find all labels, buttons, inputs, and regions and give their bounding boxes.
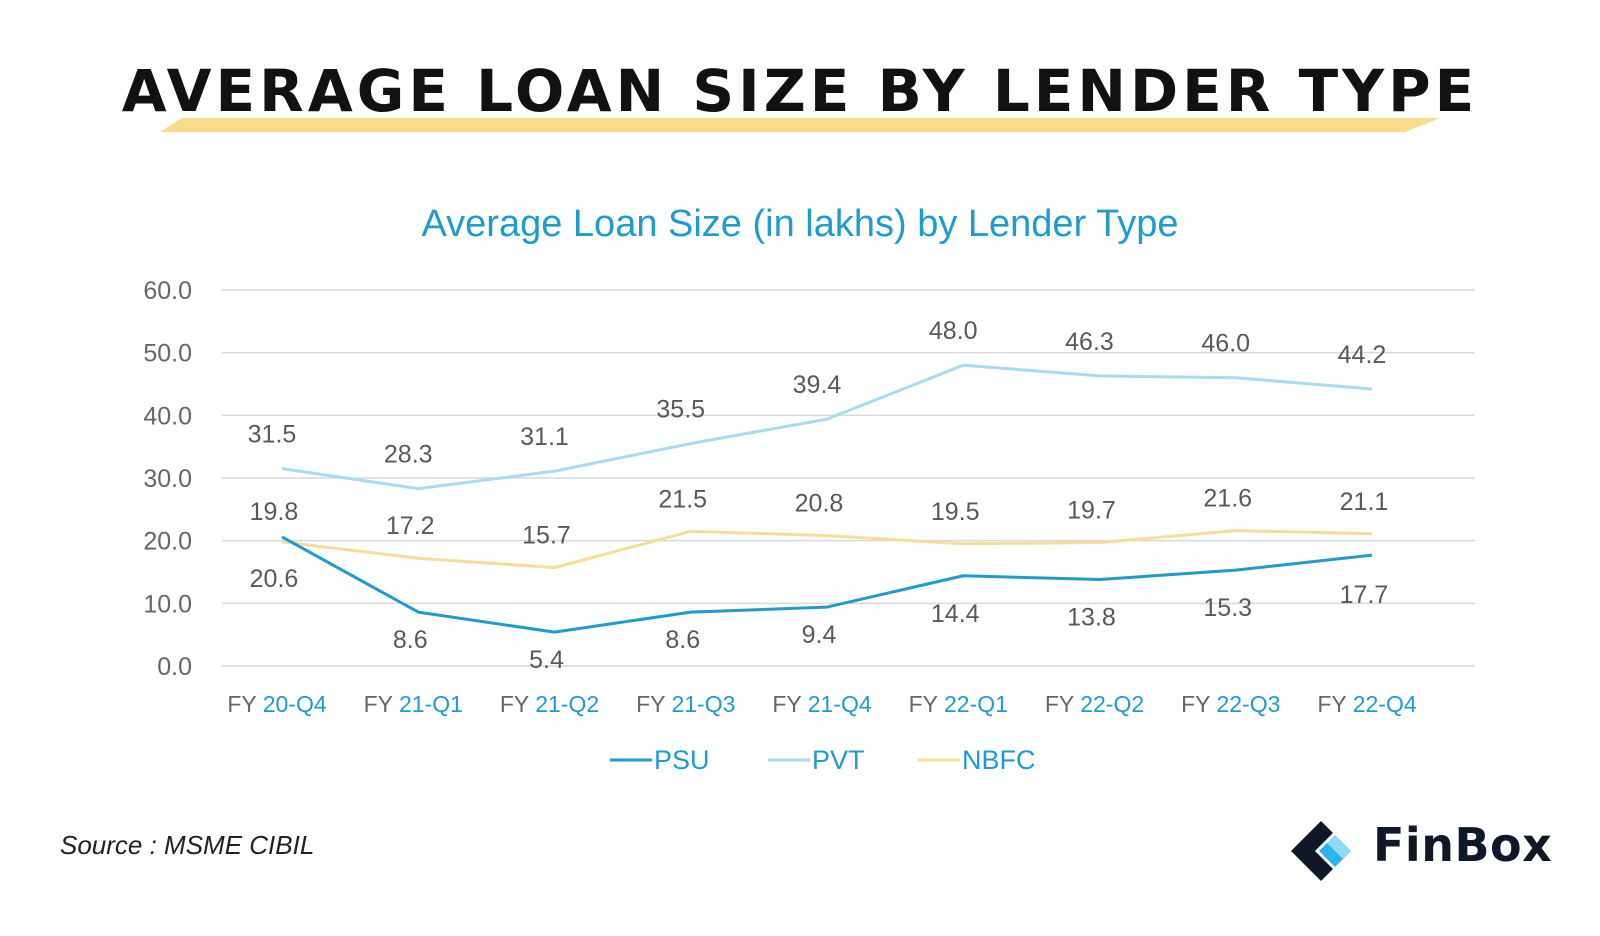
data-label-psu: 15.3 <box>1203 594 1252 622</box>
series-line-pvt <box>281 363 1373 491</box>
x-tick-label: FY 22-Q4 <box>1317 691 1417 717</box>
x-tick-label: FY 21-Q1 <box>364 691 463 717</box>
data-label-nbfc: 17.2 <box>386 512 435 540</box>
data-label-nbfc: 21.5 <box>658 485 707 513</box>
data-label-nbfc: 21.6 <box>1203 485 1252 513</box>
data-label-pvt: 28.3 <box>384 441 433 469</box>
data-label-nbfc: 15.7 <box>522 522 571 550</box>
data-label-nbfc: 19.7 <box>1067 497 1116 525</box>
legend-label-nbfc: NBFC <box>962 745 1036 775</box>
data-label-psu: 14.4 <box>931 600 980 628</box>
data-label-psu: 13.8 <box>1067 604 1116 632</box>
finbox-logo-icon <box>1291 821 1351 881</box>
data-label-pvt: 31.1 <box>520 423 569 451</box>
data-labels: 20.6 8.6 5.4 8.6 9.4 14.4 13.8 15.3 17.7 31.5 28.3… <box>248 317 1389 674</box>
data-label-pvt: 48.0 <box>929 317 978 345</box>
data-label-psu: 9.4 <box>802 621 837 649</box>
legend-label-pvt: PVT <box>812 745 865 775</box>
data-label-pvt: 31.5 <box>248 421 297 449</box>
data-label-psu: 8.6 <box>393 626 428 654</box>
y-tick-label: 60.0 <box>143 277 192 305</box>
y-axis-ticks: 0.0 10.0 20.0 30.0 40.0 50.0 60.0 <box>143 277 192 681</box>
data-label-pvt: 46.0 <box>1201 330 1250 358</box>
legend: PSU PVT NBFC <box>610 745 1036 775</box>
x-tick-label: FY 22-Q2 <box>1045 691 1144 717</box>
y-tick-label: 0.0 <box>157 653 192 681</box>
data-label-pvt: 46.3 <box>1065 328 1114 356</box>
data-label-psu: 17.7 <box>1340 581 1389 609</box>
series-line-psu <box>281 535 1373 634</box>
title-highlight-stroke <box>160 118 1440 132</box>
x-tick-label: FY 21-Q4 <box>772 691 872 717</box>
y-tick-label: 40.0 <box>143 402 192 430</box>
line-chart: 0.010.020.030.040.050.060.0 FY 20-Q4 FY 2… <box>143 277 1475 775</box>
gridlines <box>222 289 1475 667</box>
title-banner <box>160 118 1440 132</box>
chart-title: Average Loan Size (in lakhs) by Lender T… <box>421 203 1179 245</box>
x-axis-ticks: FY 20-Q4 FY 21-Q1 FY 21-Q2 FY 21-Q3 FY 21-Q4… <box>227 691 1417 717</box>
data-label-pvt: 44.2 <box>1338 341 1387 369</box>
data-label-nbfc: 19.5 <box>931 498 980 526</box>
page-title: AVERAGE LOAN SIZE BY LENDER TYPE <box>121 57 1479 125</box>
data-label-nbfc: 21.1 <box>1340 488 1389 516</box>
x-tick-label: FY 22-Q3 <box>1181 691 1280 717</box>
series-lines <box>281 363 1373 634</box>
legend-label-psu: PSU <box>654 745 710 775</box>
x-tick-label: FY 21-Q3 <box>636 691 735 717</box>
source-note: Source : MSME CIBIL <box>60 830 315 860</box>
x-tick-label: FY 21-Q2 <box>500 691 599 717</box>
y-tick-label: 50.0 <box>143 340 192 368</box>
y-tick-label: 20.0 <box>143 528 192 556</box>
x-tick-label: FY 22-Q1 <box>909 691 1008 717</box>
data-label-pvt: 39.4 <box>793 371 842 399</box>
data-label-pvt: 35.5 <box>656 396 705 424</box>
data-label-psu: 20.6 <box>250 565 299 593</box>
data-label-nbfc: 20.8 <box>795 490 844 518</box>
data-label-nbfc: 19.8 <box>250 498 299 526</box>
x-tick-label: FY 20-Q4 <box>227 691 327 717</box>
y-tick-label: 10.0 <box>143 590 192 618</box>
data-label-psu: 8.6 <box>665 626 700 654</box>
brand-name: FinBox <box>1373 818 1553 872</box>
data-label-psu: 5.4 <box>529 646 564 674</box>
series-line-nbfc <box>281 529 1373 570</box>
y-tick-label: 30.0 <box>143 465 192 493</box>
